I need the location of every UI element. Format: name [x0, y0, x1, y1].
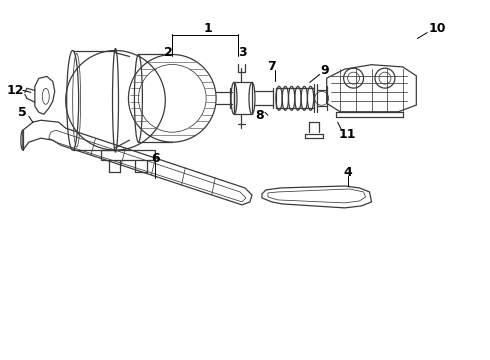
- Text: 4: 4: [343, 166, 352, 179]
- Text: 1: 1: [204, 22, 213, 35]
- Text: 5: 5: [19, 106, 27, 119]
- Text: 10: 10: [429, 22, 446, 35]
- Text: 9: 9: [320, 64, 329, 77]
- Text: 3: 3: [238, 46, 246, 59]
- Text: 7: 7: [268, 60, 276, 73]
- Text: 12: 12: [6, 84, 24, 97]
- Text: 6: 6: [151, 152, 160, 165]
- Text: 11: 11: [339, 128, 356, 141]
- Text: 2: 2: [164, 46, 172, 59]
- Text: 8: 8: [256, 109, 264, 122]
